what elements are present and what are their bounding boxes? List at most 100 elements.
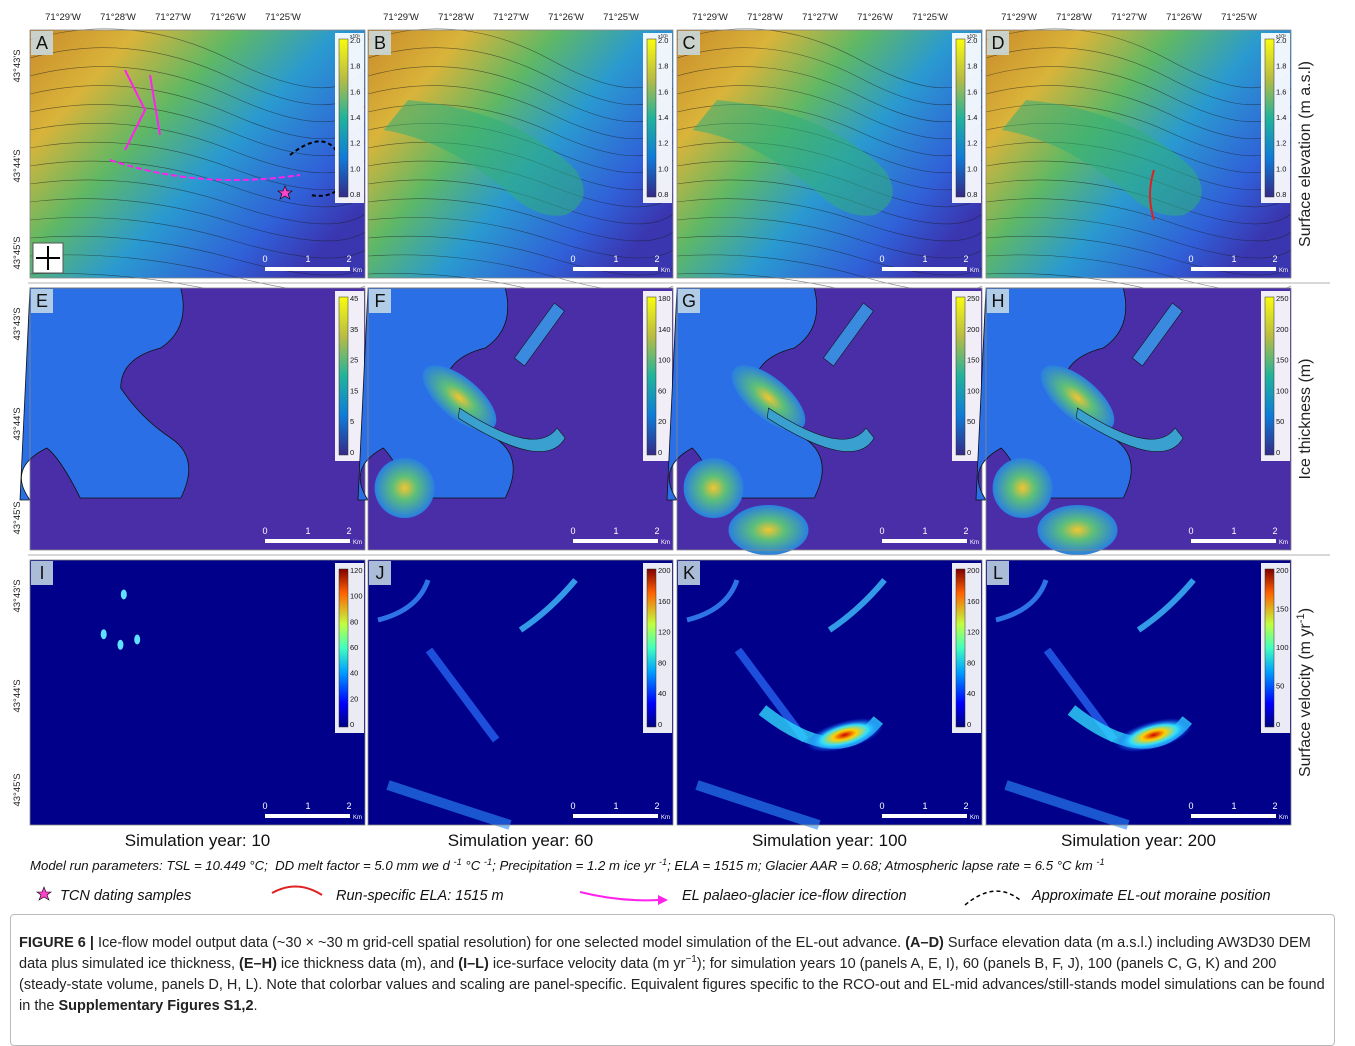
panel-letter-box <box>987 561 1009 585</box>
colorbar-exponent: x10³ <box>350 34 360 40</box>
velocity-peak <box>1114 717 1193 753</box>
map-panel: B 2.0 1.8 1.6 1.4 1.2 1.0 0.8 x10³ 0 1 2Km 71°29'W 71… <box>367 12 674 310</box>
row-label: Surface elevation (m a.s.l) <box>1297 61 1314 247</box>
contour <box>985 235 1292 276</box>
map-panel: L 200 150 100 50 0 0 1 2Km <box>985 559 1292 830</box>
colorbar <box>1264 568 1275 728</box>
ice-thick-core <box>728 505 809 555</box>
contour <box>367 235 674 276</box>
colorbar-tick-label: 1.2 <box>350 139 360 148</box>
longitude-label: 71°29'W <box>692 12 728 23</box>
ice-thick-core <box>992 458 1053 518</box>
map-background <box>986 560 1291 825</box>
legend-label: EL palaeo-glacier ice-flow direction <box>682 888 907 904</box>
scale-label: 2 <box>346 526 351 536</box>
colorbar-tick-label: 150 <box>967 356 980 365</box>
text-run: Ice thickness (m) <box>1297 359 1314 480</box>
longitude-label: 71°25'W <box>265 12 301 23</box>
scale-label: 1 <box>613 801 618 811</box>
scale-label: 1 <box>305 526 310 536</box>
sample-star <box>277 185 293 200</box>
panel-letter-box <box>369 289 391 313</box>
colorbar-tick-label: 180 <box>658 294 671 303</box>
text-run: Surface elevation (m a.s.l) <box>1297 61 1314 247</box>
scale-bar <box>573 539 658 543</box>
scale-unit: Km <box>970 815 979 821</box>
colorbar-exponent: x10³ <box>658 34 668 40</box>
colorbar-tick-label: 1.0 <box>1276 164 1286 173</box>
scale-unit: Km <box>353 815 362 821</box>
longitude-label: 71°29'W <box>383 12 419 23</box>
colorbar <box>338 568 349 728</box>
scale-label: 0 <box>1188 254 1193 264</box>
colorbar-tick-label: 1.8 <box>350 62 360 71</box>
ice-arm <box>1131 302 1183 367</box>
scale-label: 1 <box>613 526 618 536</box>
scale-label: 2 <box>1272 801 1277 811</box>
ice-tongue <box>1076 407 1184 452</box>
longitude-label: 71°26'W <box>548 12 584 23</box>
panel-frame <box>367 559 674 826</box>
ice-thick-core <box>374 458 435 518</box>
longitude-label: 71°26'W <box>210 12 246 23</box>
latitude-label: 43°44'S <box>12 149 23 182</box>
scale-label: 0 <box>570 254 575 264</box>
scale-unit: Km <box>970 540 979 546</box>
scale-label: 0 <box>570 526 575 536</box>
scale-label: 2 <box>1272 526 1277 536</box>
ice-thick-core <box>1037 505 1118 555</box>
row-label: Ice thickness (m) <box>1297 359 1314 480</box>
scale-bar <box>1191 814 1276 818</box>
longitude-label: 71°27'W <box>802 12 838 23</box>
longitude-label: 71°25'W <box>1221 12 1257 23</box>
scale-label: 1 <box>1231 526 1236 536</box>
contour <box>985 198 1292 242</box>
latitude-label: 43°44'S <box>12 407 23 440</box>
legend-moraine <box>964 890 1021 906</box>
panel-letter: A <box>36 33 48 53</box>
colorbar-tick-label: 80 <box>967 658 975 667</box>
longitude-label: 71°28'W <box>438 12 474 23</box>
colorbar-tick-label: 2.0 <box>1276 36 1286 45</box>
colorbar-tick-label: 1.4 <box>1276 113 1286 122</box>
text-run: -1 <box>1295 613 1307 623</box>
panel-letter-box <box>31 561 53 585</box>
colorbar-tick-label: 200 <box>1276 566 1289 575</box>
colorbar <box>955 38 966 198</box>
contour <box>29 217 366 259</box>
contour <box>29 179 366 225</box>
panel-letter-box <box>987 31 1009 55</box>
scale-label: 2 <box>654 801 659 811</box>
colorbar-tick-label: 15 <box>350 386 358 395</box>
legend-label: Approximate EL-out moraine position <box>1031 888 1271 904</box>
scale-label: 0 <box>879 526 884 536</box>
contour <box>367 198 674 242</box>
caption-text: (A–D) <box>905 935 944 951</box>
contour <box>676 217 983 259</box>
legend-star <box>36 886 52 901</box>
map-background <box>30 30 365 278</box>
panel-frame <box>29 559 366 826</box>
colorbar-tick-label: 1.6 <box>658 87 668 96</box>
text-run: Surface velocity (m yr <box>1297 623 1314 777</box>
colorbar-tick-label: 200 <box>967 566 980 575</box>
legend-flow-head <box>658 895 668 905</box>
scale-unit: Km <box>1279 815 1288 821</box>
panel-letter-box <box>31 31 53 55</box>
colorbar <box>1264 296 1275 456</box>
scale-bar <box>882 267 967 271</box>
longitude-label: 71°28'W <box>747 12 783 23</box>
colorbar-tick-label: 1.2 <box>967 139 977 148</box>
velocity-streak <box>518 578 578 633</box>
scale-label: 0 <box>1188 526 1193 536</box>
scale-unit: Km <box>661 268 670 274</box>
text-run: -1 <box>454 857 462 867</box>
colorbar-tick-label: 1.6 <box>967 87 977 96</box>
panel-letter: L <box>993 563 1003 583</box>
scale-unit: Km <box>353 268 362 274</box>
longitude-label: 71°26'W <box>857 12 893 23</box>
colorbar-tick-label: 120 <box>658 628 671 637</box>
scale-label: 0 <box>879 254 884 264</box>
glacier-surface <box>1001 100 1202 216</box>
colorbar-tick-label: 0.8 <box>967 190 977 199</box>
